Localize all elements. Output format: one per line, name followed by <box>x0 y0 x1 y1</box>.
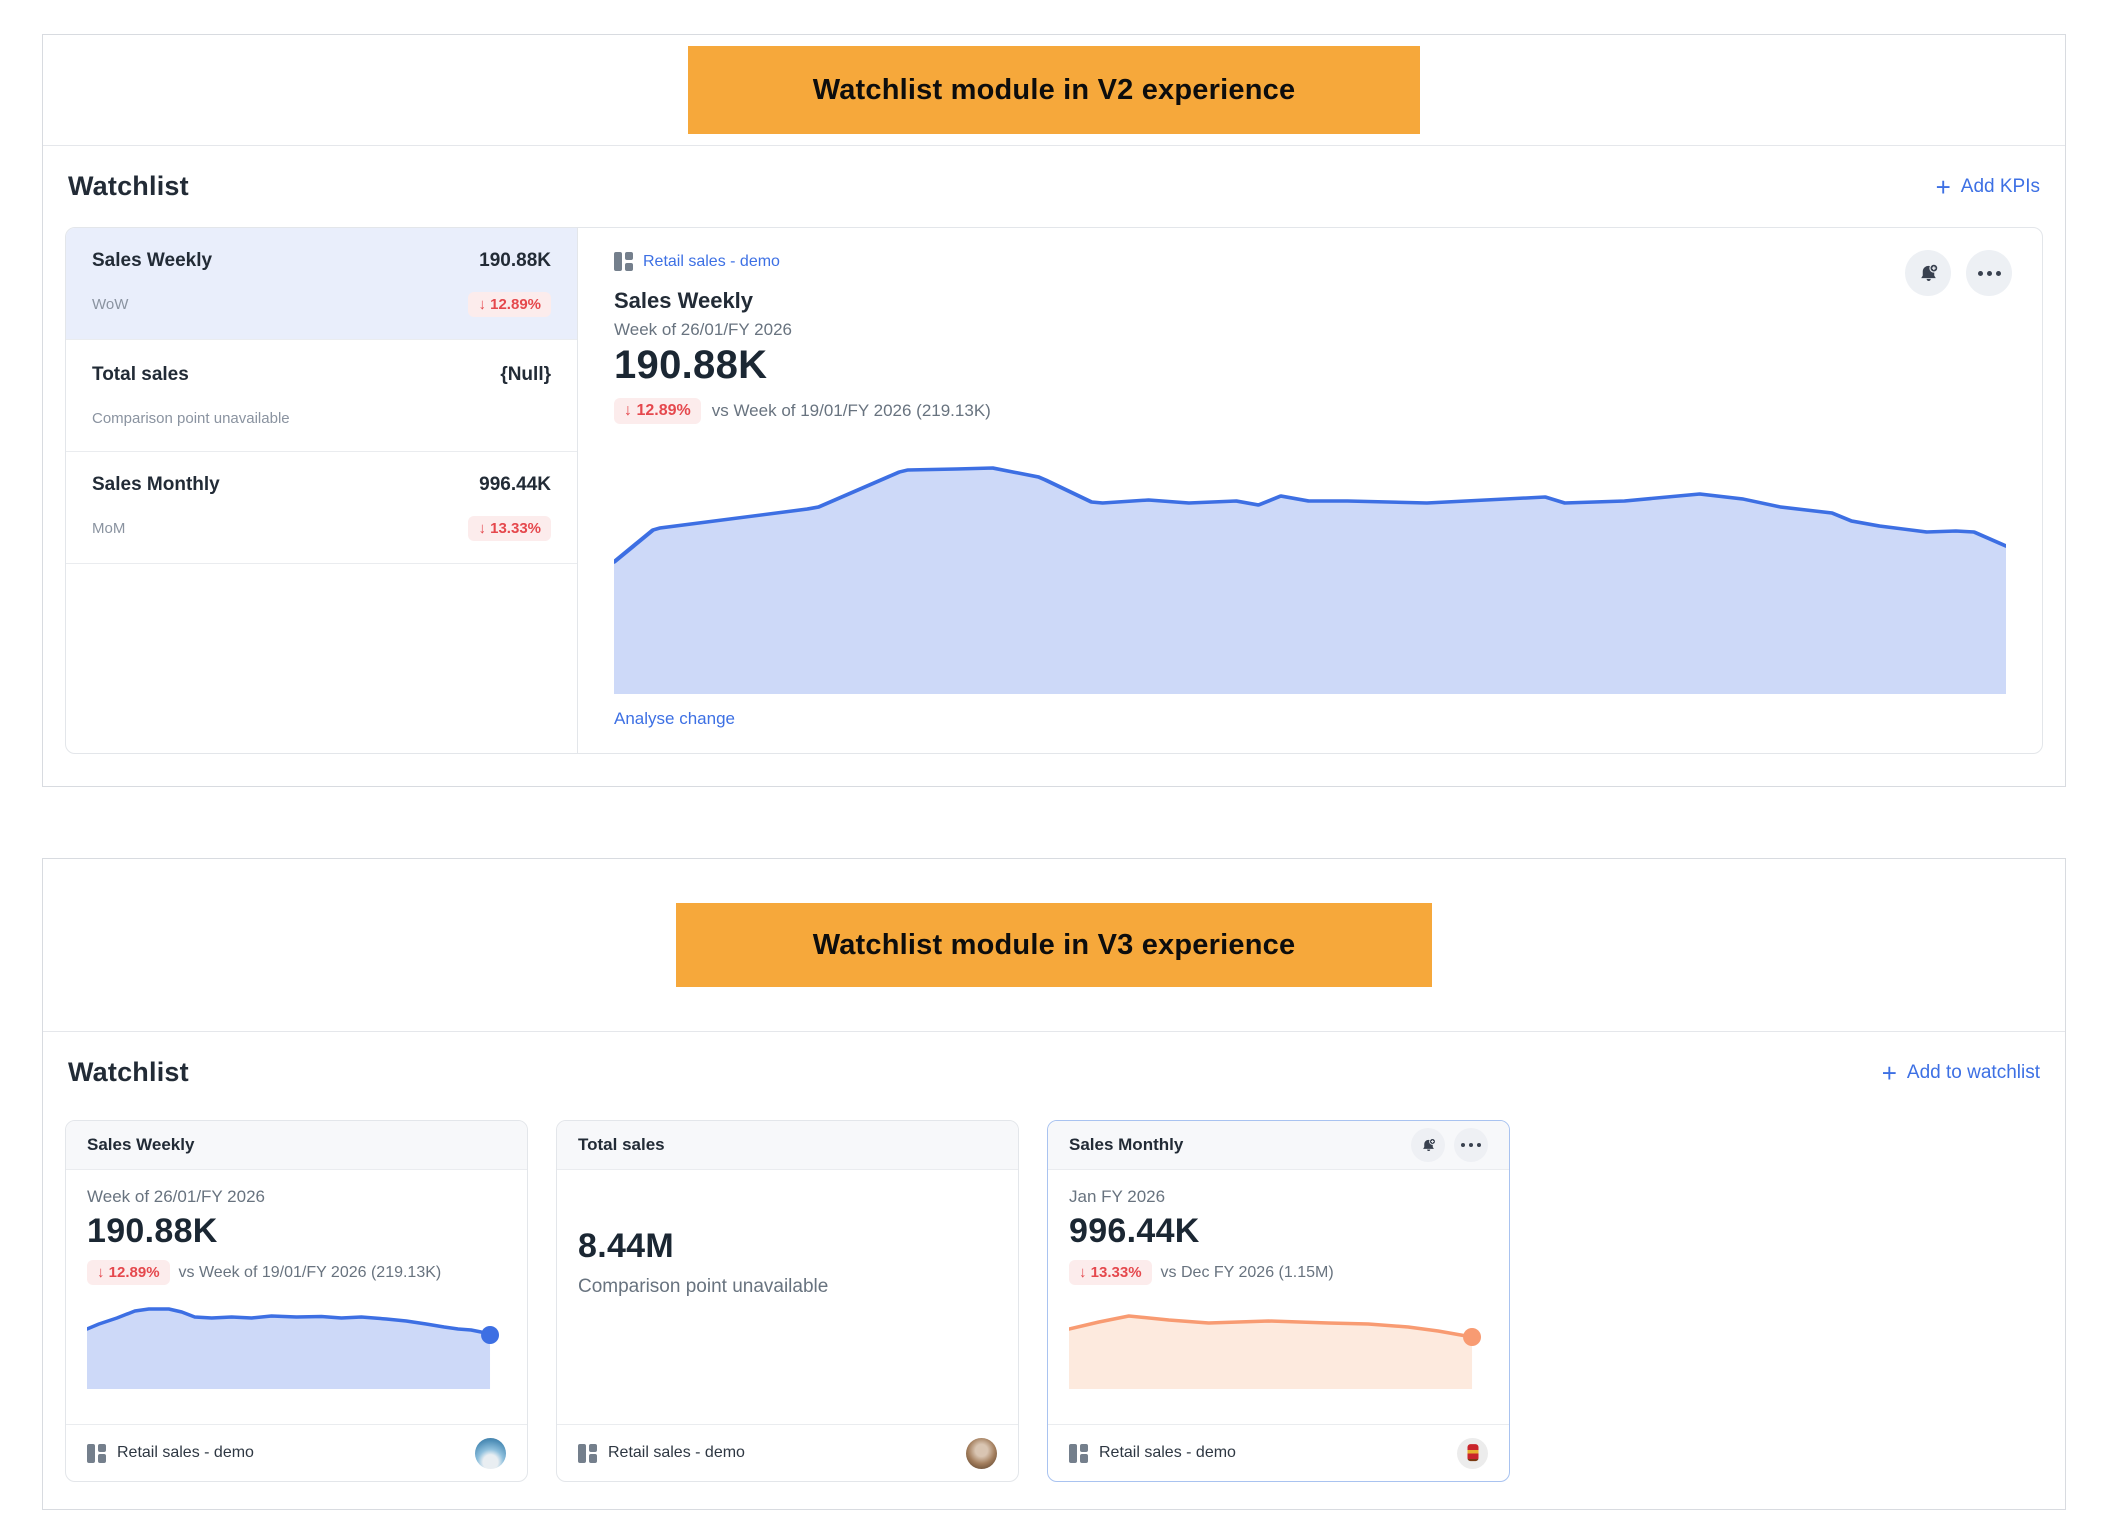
more-options-button[interactable] <box>1966 250 2012 296</box>
more-options-button[interactable] <box>1454 1128 1488 1162</box>
card-value: 8.44M <box>578 1227 674 1265</box>
owner-avatar <box>475 1437 506 1469</box>
ellipsis-icon <box>1977 270 2001 276</box>
create-alert-button[interactable] <box>1411 1128 1445 1162</box>
card-footer: Retail sales - demo <box>557 1424 1018 1481</box>
comparison-text: vs Week of 19/01/FY 2026 (219.13K) <box>178 1263 442 1281</box>
kpi-list-item-total-sales[interactable]: Total sales {Null} Comparison point unav… <box>66 340 577 452</box>
card-value: 190.88K <box>87 1212 218 1250</box>
v2-content: Watchlist + Add KPIs Sales Weekly 190.88… <box>43 146 2065 754</box>
ellipsis-icon <box>1461 1143 1481 1147</box>
kpi-value: {Null} <box>500 364 551 386</box>
card-header: Sales Monthly <box>1048 1121 1509 1170</box>
card-period: Jan FY 2026 <box>1069 1187 1166 1206</box>
v3-content: Watchlist + Add to watchlist Sales Weekl… <box>43 1032 2065 1482</box>
add-kpis-button[interactable]: + Add KPIs <box>1936 174 2040 200</box>
card-title: Sales Monthly <box>1069 1135 1184 1154</box>
v3-watchlist-header: Watchlist + Add to watchlist <box>65 1057 2043 1088</box>
source-label: Retail sales - demo <box>117 1444 254 1461</box>
v3-experience-panel: Watchlist module in V3 experience Watchl… <box>42 858 2066 1510</box>
kpi-title: Total sales <box>92 364 189 386</box>
kpi-list: Sales Weekly 190.88K WoW ↓ 12.89% Total … <box>66 228 578 753</box>
sales-weekly-area-chart <box>614 466 2006 694</box>
workbook-icon <box>87 1443 106 1463</box>
kpi-value: 996.44K <box>479 474 551 496</box>
change-badge: ↓ 13.33% <box>468 515 551 541</box>
workbook-icon <box>614 252 633 271</box>
kpi-card-sales-monthly[interactable]: Sales Monthly <box>1047 1120 1510 1482</box>
card-body: Week of 26/01/FY 2026 190.88K ↓ 12.89% v… <box>66 1170 527 1424</box>
add-to-watchlist-button[interactable]: + Add to watchlist <box>1882 1060 2040 1086</box>
workbook-icon <box>1069 1443 1088 1463</box>
v2-banner: Watchlist module in V2 experience <box>688 46 1420 134</box>
kpi-comparison-type: WoW <box>92 295 129 313</box>
card-comparison-row: ↓ 13.33% vs Dec FY 2026 (1.15M) <box>1069 1260 1488 1285</box>
analyse-change-link[interactable]: Analyse change <box>614 709 735 728</box>
sales-monthly-sparkline <box>1069 1314 1482 1389</box>
plus-icon: + <box>1935 171 1951 202</box>
card-header: Sales Weekly <box>66 1121 527 1170</box>
comparison-text: vs Week of 19/01/FY 2026 (219.13K) <box>711 401 991 420</box>
v2-banner-strip: Watchlist module in V2 experience <box>43 35 2065 146</box>
plus-icon: + <box>1881 1057 1897 1088</box>
card-footer: Retail sales - demo <box>66 1424 527 1481</box>
card-body: Jan FY 2026 996.44K ↓ 13.33% vs Dec FY 2… <box>1048 1170 1509 1424</box>
card-title: Total sales <box>578 1135 665 1154</box>
source-link[interactable]: Retail sales - demo <box>643 252 780 270</box>
kpi-title: Sales Weekly <box>92 250 213 272</box>
detail-kpi-title: Sales Weekly <box>614 288 754 313</box>
card-title: Sales Weekly <box>87 1135 195 1154</box>
kpi-list-item-sales-weekly[interactable]: Sales Weekly 190.88K WoW ↓ 12.89% <box>66 228 577 340</box>
v2-watchlist-header: Watchlist + Add KPIs <box>65 171 2043 202</box>
v3-banner-strip: Watchlist module in V3 experience <box>43 859 2065 1032</box>
card-period: Week of 26/01/FY 2026 <box>87 1187 265 1206</box>
add-kpis-label: Add KPIs <box>1960 175 2040 197</box>
v3-page-title: Watchlist <box>68 1057 189 1087</box>
card-body: 8.44M Comparison point unavailable <box>557 1170 1018 1424</box>
source-label: Retail sales - demo <box>1099 1444 1236 1461</box>
detail-value: 190.88K <box>614 343 768 387</box>
v2-page-title: Watchlist <box>68 171 189 201</box>
change-badge: ↓ 13.33% <box>1069 1260 1152 1285</box>
owner-avatar <box>966 1437 997 1469</box>
v2-experience-panel: Watchlist module in V2 experience Watchl… <box>42 34 2066 787</box>
sales-weekly-sparkline <box>87 1307 500 1389</box>
kpi-comparison-type: MoM <box>92 519 126 537</box>
detail-period: Week of 26/01/FY 2026 <box>614 320 792 339</box>
kpi-comparison-note: Comparison point unavailable <box>92 409 290 427</box>
bell-plus-icon <box>1422 1137 1436 1151</box>
comparison-unavailable-note: Comparison point unavailable <box>578 1276 829 1297</box>
change-badge: ↓ 12.89% <box>614 398 701 424</box>
comparison-text: vs Dec FY 2026 (1.15M) <box>1160 1263 1334 1281</box>
kpi-card-total-sales[interactable]: Total sales 8.44M Comparison point unava… <box>556 1120 1019 1482</box>
detail-actions <box>1905 250 2012 296</box>
workbook-icon <box>578 1443 597 1463</box>
detail-comparison-row: ↓ 12.89% vs Week of 19/01/FY 2026 (219.1… <box>614 398 2006 424</box>
card-comparison-row: ↓ 12.89% vs Week of 19/01/FY 2026 (219.1… <box>87 1260 506 1285</box>
card-footer: Retail sales - demo <box>1048 1424 1509 1481</box>
create-alert-button[interactable] <box>1905 250 1951 296</box>
card-header: Total sales <box>557 1121 1018 1170</box>
kpi-title: Sales Monthly <box>92 474 220 496</box>
source-row: Retail sales - demo <box>614 252 2006 271</box>
owner-avatar <box>1457 1437 1488 1469</box>
kpi-detail-pane: Retail sales - demo Sales Weekly Week of… <box>578 228 2042 753</box>
bell-plus-icon <box>1920 263 1938 281</box>
watchlist-cards: Sales Weekly Week of 26/01/FY 2026 190.8… <box>65 1120 2043 1482</box>
watchlist-module: Sales Weekly 190.88K WoW ↓ 12.89% Total … <box>65 227 2043 754</box>
kpi-value: 190.88K <box>479 250 551 272</box>
add-to-watchlist-label: Add to watchlist <box>1906 1061 2040 1083</box>
card-value: 996.44K <box>1069 1212 1200 1250</box>
source-label: Retail sales - demo <box>608 1444 745 1461</box>
kpi-list-item-sales-monthly[interactable]: Sales Monthly 996.44K MoM ↓ 13.33% <box>66 452 577 564</box>
change-badge: ↓ 12.89% <box>468 291 551 317</box>
change-badge: ↓ 12.89% <box>87 1260 170 1285</box>
kpi-card-sales-weekly[interactable]: Sales Weekly Week of 26/01/FY 2026 190.8… <box>65 1120 528 1482</box>
card-actions <box>1411 1128 1488 1162</box>
v3-banner: Watchlist module in V3 experience <box>676 903 1432 987</box>
